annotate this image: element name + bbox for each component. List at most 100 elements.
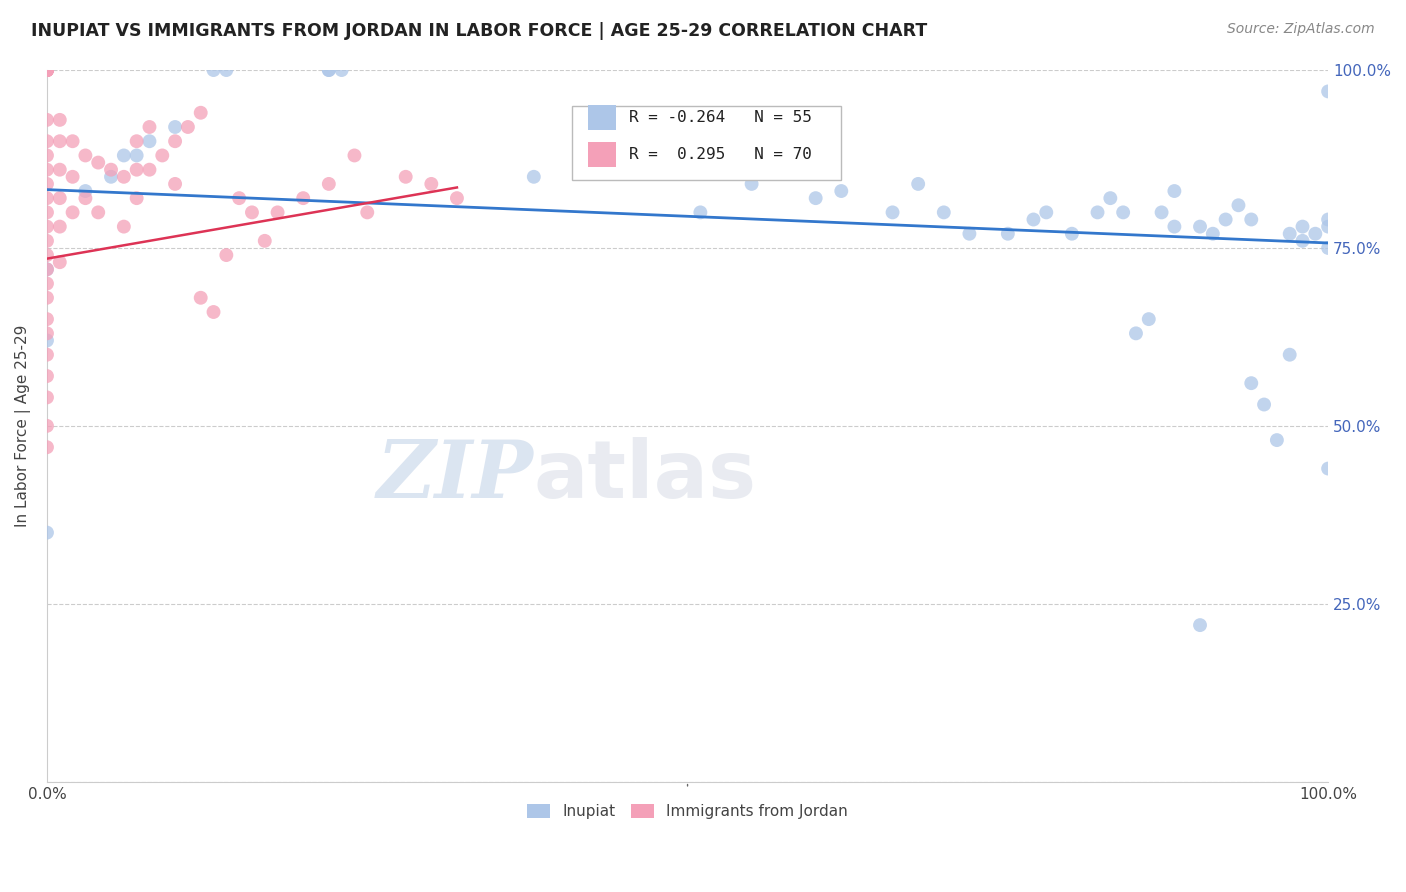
Point <box>1265 433 1288 447</box>
Point <box>35 63 58 78</box>
Point <box>1137 312 1160 326</box>
Point <box>318 177 340 191</box>
Point <box>1291 234 1313 248</box>
Point <box>35 63 58 78</box>
Text: atlas: atlas <box>534 437 756 515</box>
Point <box>125 148 148 162</box>
Point <box>35 262 58 277</box>
Point <box>35 312 58 326</box>
Point <box>1099 191 1122 205</box>
Point <box>35 134 58 148</box>
Point <box>330 63 353 78</box>
Point <box>1189 618 1212 632</box>
Point <box>689 205 711 219</box>
Point <box>138 162 160 177</box>
Point <box>343 148 366 162</box>
Point <box>75 148 97 162</box>
Point <box>49 134 72 148</box>
Point <box>100 162 122 177</box>
Point <box>202 305 225 319</box>
Point <box>1317 461 1340 475</box>
Point <box>35 369 58 384</box>
Point <box>1317 219 1340 234</box>
Point <box>741 177 763 191</box>
Point <box>804 191 827 205</box>
Point <box>1215 212 1237 227</box>
Point <box>356 205 378 219</box>
Point <box>1022 212 1045 227</box>
Point <box>125 191 148 205</box>
Text: ZIP: ZIP <box>377 437 534 515</box>
Point <box>138 120 160 134</box>
Point <box>35 248 58 262</box>
Point <box>49 112 72 127</box>
Point <box>35 162 58 177</box>
Point <box>49 219 72 234</box>
Point <box>35 391 58 405</box>
Point <box>190 105 212 120</box>
Point <box>35 63 58 78</box>
Text: R =  0.295   N = 70: R = 0.295 N = 70 <box>628 147 811 162</box>
Point <box>228 191 250 205</box>
Point <box>35 277 58 291</box>
Point <box>125 134 148 148</box>
Point <box>150 148 173 162</box>
Point <box>997 227 1019 241</box>
Point <box>1240 376 1263 391</box>
Point <box>35 112 58 127</box>
Point <box>1060 227 1083 241</box>
Point <box>266 205 288 219</box>
Point <box>35 63 58 78</box>
Point <box>35 291 58 305</box>
Point <box>395 169 418 184</box>
Point <box>62 205 84 219</box>
Point <box>87 205 110 219</box>
Point <box>1202 227 1225 241</box>
Point <box>1163 219 1185 234</box>
Point <box>253 234 276 248</box>
Point <box>420 177 443 191</box>
Point <box>35 63 58 78</box>
Point <box>1305 227 1327 241</box>
Point <box>1317 241 1340 255</box>
Point <box>75 191 97 205</box>
Point <box>240 205 263 219</box>
Point <box>1150 205 1173 219</box>
Point <box>1125 326 1147 341</box>
Text: INUPIAT VS IMMIGRANTS FROM JORDAN IN LABOR FORCE | AGE 25-29 CORRELATION CHART: INUPIAT VS IMMIGRANTS FROM JORDAN IN LAB… <box>31 22 927 40</box>
Point <box>35 191 58 205</box>
Point <box>138 134 160 148</box>
Point <box>1317 84 1340 98</box>
Point <box>177 120 200 134</box>
Point <box>202 63 225 78</box>
Point <box>1291 219 1313 234</box>
Point <box>112 148 135 162</box>
Point <box>35 63 58 78</box>
Point <box>75 184 97 198</box>
Point <box>1240 212 1263 227</box>
Bar <box>588 105 616 129</box>
Point <box>49 162 72 177</box>
Point <box>1253 397 1275 411</box>
Point <box>35 234 58 248</box>
Point <box>215 248 238 262</box>
Point <box>49 191 72 205</box>
Point <box>35 334 58 348</box>
Point <box>907 177 929 191</box>
Point <box>35 525 58 540</box>
Point <box>932 205 955 219</box>
Text: Source: ZipAtlas.com: Source: ZipAtlas.com <box>1227 22 1375 37</box>
Point <box>165 134 187 148</box>
Point <box>446 191 468 205</box>
Point <box>292 191 315 205</box>
Point <box>35 63 58 78</box>
Point <box>318 63 340 78</box>
Point <box>830 184 852 198</box>
Point <box>1278 348 1301 362</box>
Bar <box>588 142 616 167</box>
Point <box>35 418 58 433</box>
Point <box>165 177 187 191</box>
Point <box>35 63 58 78</box>
Point <box>1278 227 1301 241</box>
Point <box>35 148 58 162</box>
